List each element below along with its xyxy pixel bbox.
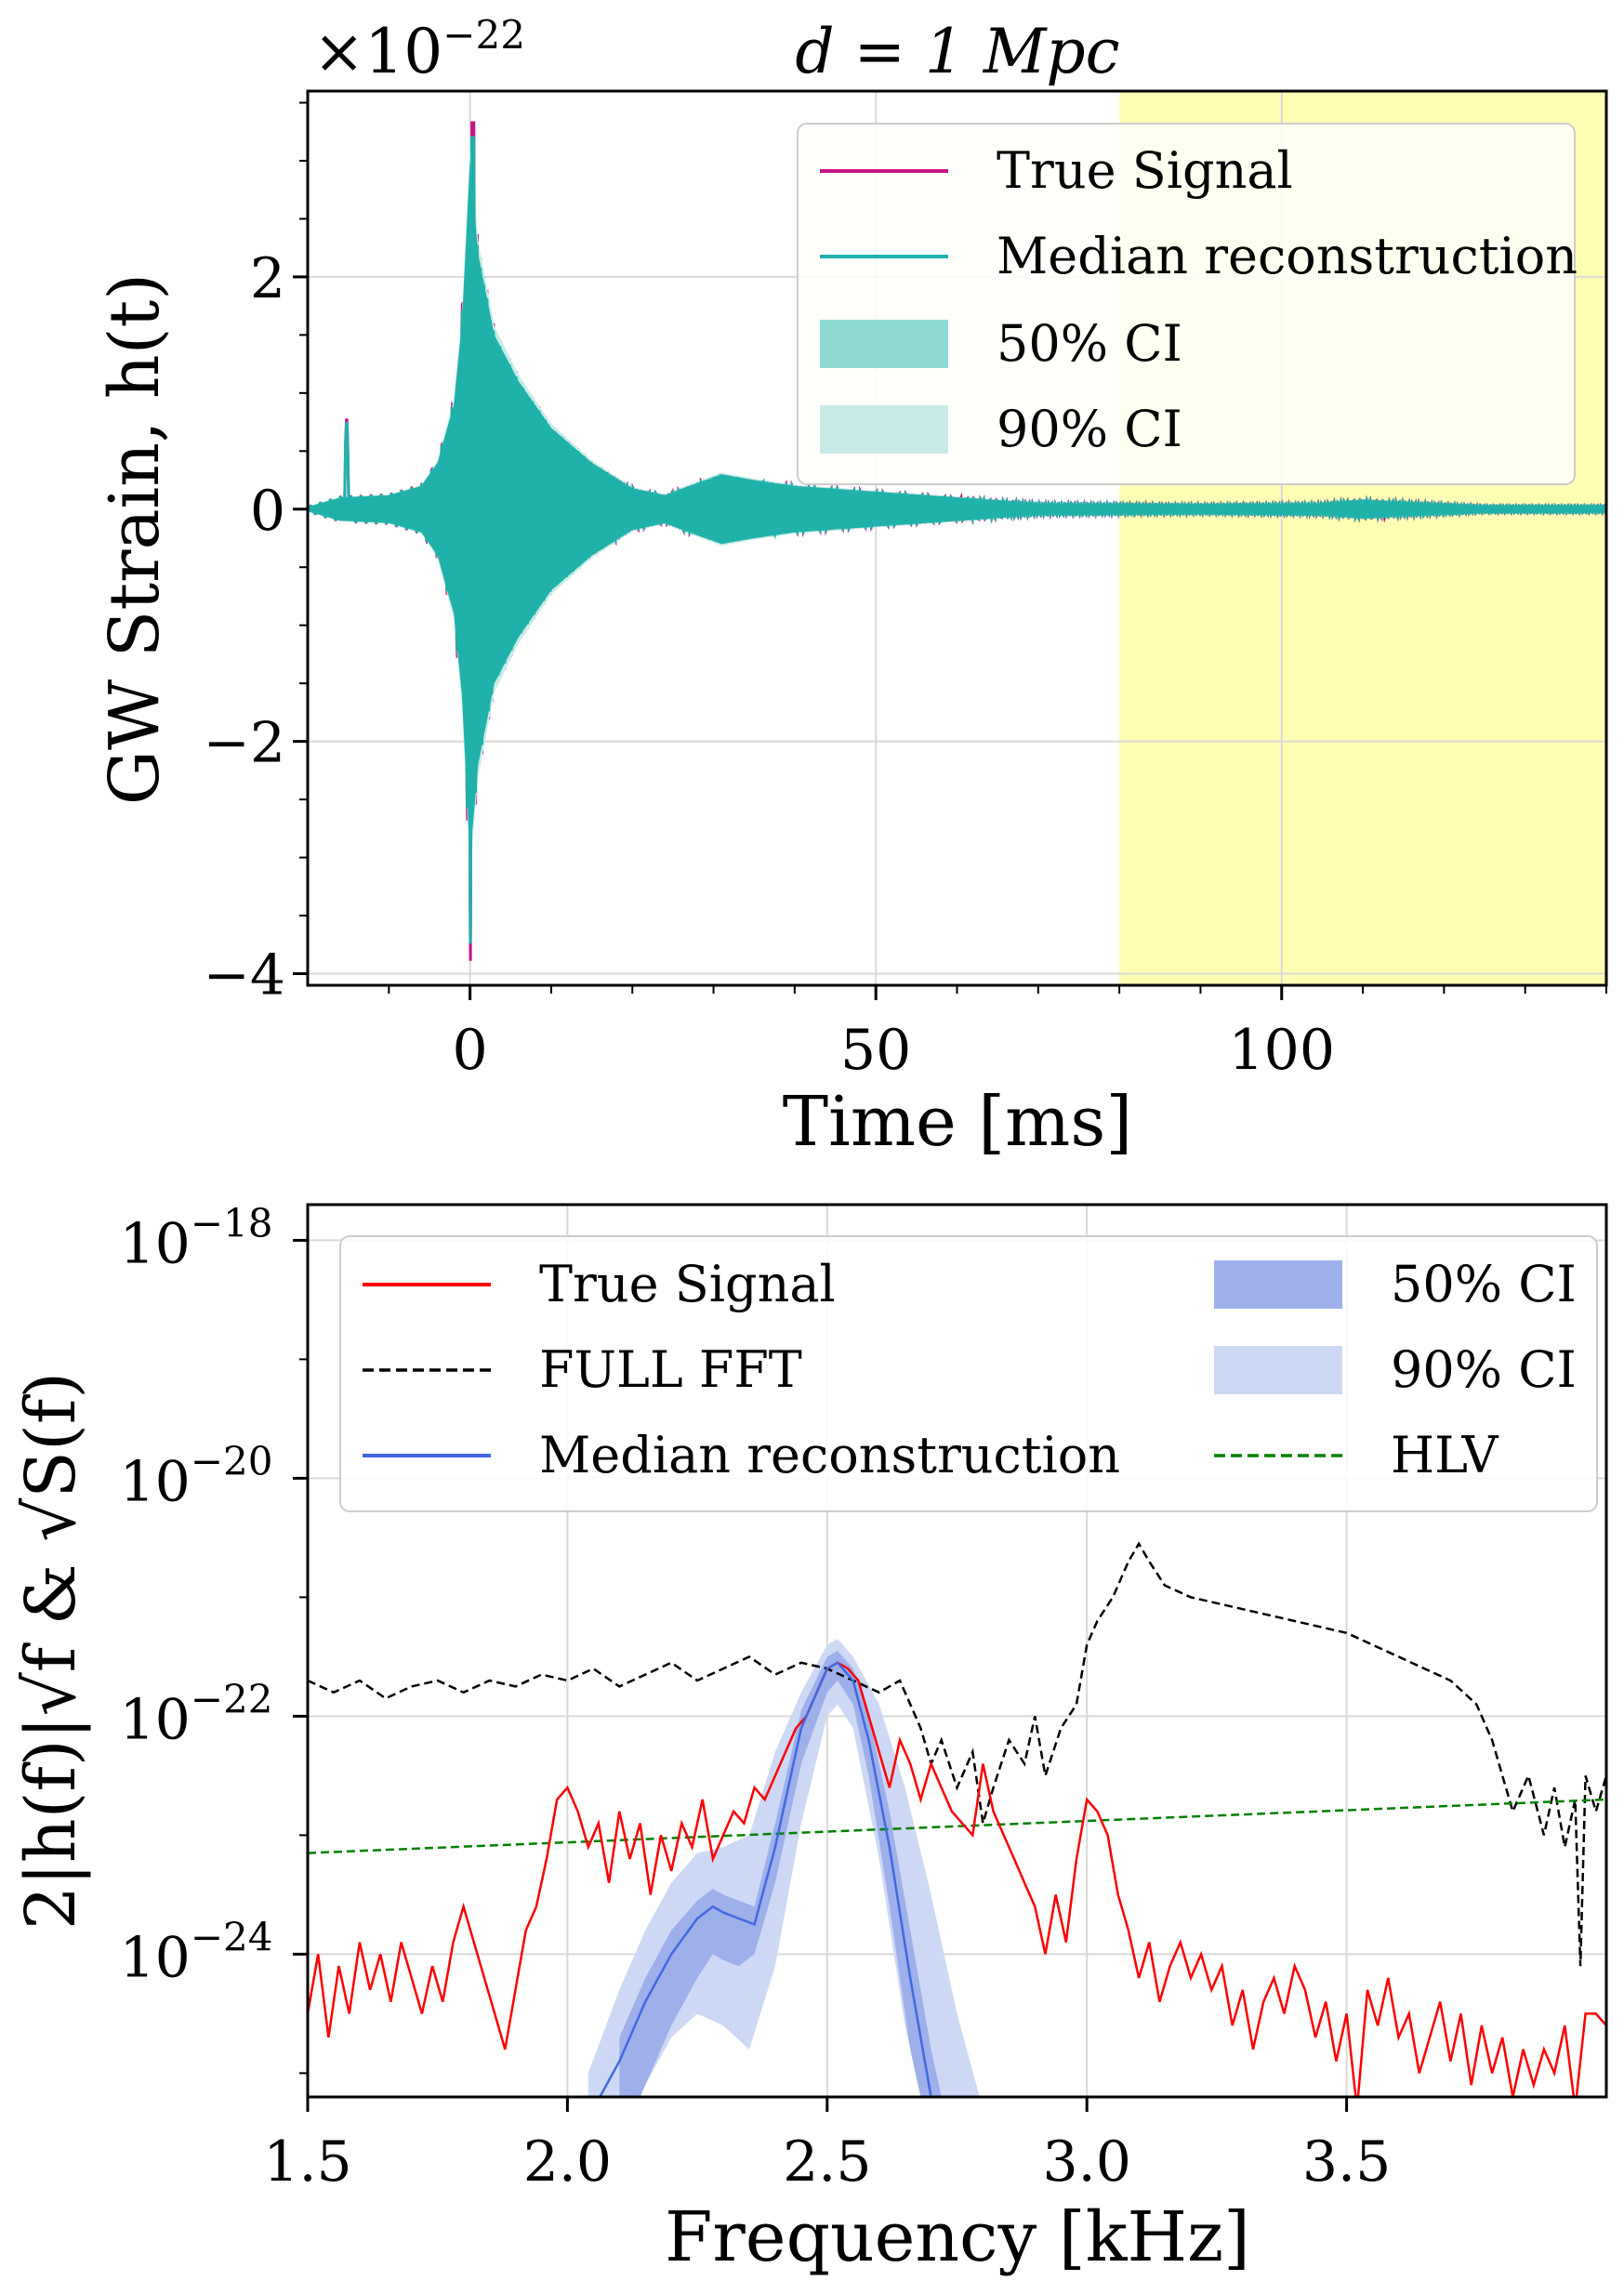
y-tick-label: 0 <box>250 479 285 544</box>
legend: True Signal FULL FFT Median reconstructi… <box>339 1235 1598 1512</box>
x-tick-label: 50 <box>840 1018 911 1083</box>
legend-label-median: Median reconstruction <box>997 227 1578 285</box>
hlv-line <box>308 1798 1606 1854</box>
y-axis-title: GW Strain, h(t) <box>95 273 175 805</box>
y-tick-label: 10−24 <box>120 1914 273 1990</box>
x-tick-label: 3.0 <box>1042 2129 1130 2195</box>
legend-label-ci50: 50% CI <box>1391 1255 1577 1313</box>
frequency-domain-panel: 1.5 2.0 2.5 3.0 3.5 10−24 10−22 10−20 10−18 Freq… <box>11 1200 1608 2277</box>
plot-frame <box>306 1203 1608 2099</box>
offset-exponent: −22 <box>442 12 525 58</box>
legend: True Signal Median reconstruction 50% CI… <box>797 123 1578 485</box>
legend-label-ci50: 50% CI <box>997 314 1182 373</box>
legend-label-true-signal: True Signal <box>539 1255 836 1313</box>
legend-label-median: Median reconstruction <box>539 1426 1120 1484</box>
x-axis-title: Frequency [kHz] <box>665 2197 1250 2277</box>
y-tick-label: −4 <box>204 943 285 1009</box>
x-tick-label: 3.5 <box>1302 2129 1391 2195</box>
legend-swatch-ci90 <box>1214 1346 1342 1394</box>
ticks: 1.5 2.0 2.5 3.0 3.5 10−24 10−22 10−20 10−18 <box>120 1200 1392 2195</box>
legend-label-full-fft: FULL FFT <box>539 1340 802 1399</box>
legend-swatch-ci50 <box>820 320 948 368</box>
time-domain-panel: 0 50 100−4−202 d = 1 Mpc ×10−22 Time [ms] … <box>95 12 1608 1162</box>
legend-label-true-signal: True Signal <box>997 141 1293 200</box>
offset-label: ×10−22 <box>313 12 525 87</box>
legend-box <box>797 123 1576 485</box>
ci50-band <box>619 1651 942 2097</box>
x-tick-label: 100 <box>1228 1018 1335 1083</box>
y-tick-label: 10−22 <box>120 1676 273 1752</box>
legend-label-ci90: 90% CI <box>997 400 1182 458</box>
x-tick-label: 2.5 <box>783 2129 871 2195</box>
y-tick-label: 2 <box>250 246 285 311</box>
legend-label-hlv: HLV <box>1391 1426 1499 1484</box>
y-tick-label: 10−18 <box>120 1200 273 1276</box>
y-axis-title: 2|h(f)|√f & √S(f) <box>11 1372 91 1930</box>
x-tick-label: 2.0 <box>523 2129 612 2195</box>
x-tick-label: 0 <box>453 1018 488 1083</box>
offset-base: ×10 <box>313 16 442 87</box>
x-tick-label: 1.5 <box>263 2129 351 2195</box>
y-tick-label: 10−20 <box>120 1438 273 1514</box>
x-axis-title: Time [ms] <box>783 1082 1132 1162</box>
median-reconstruction-line <box>308 136 1606 944</box>
full-fft-line <box>308 1541 1606 1967</box>
ticks: 0 50 100 −4 −2 0 2 <box>204 101 1607 1083</box>
true-signal-line <box>308 1661 1606 2097</box>
y-tick-label: −2 <box>204 711 285 776</box>
legend-swatch-ci90 <box>820 405 948 454</box>
legend-label-ci90: 90% CI <box>1391 1340 1577 1399</box>
chart-title: d = 1 Mpc <box>795 16 1119 87</box>
legend-swatch-ci50 <box>1214 1260 1342 1309</box>
median-reconstruction-line <box>598 1661 932 2097</box>
